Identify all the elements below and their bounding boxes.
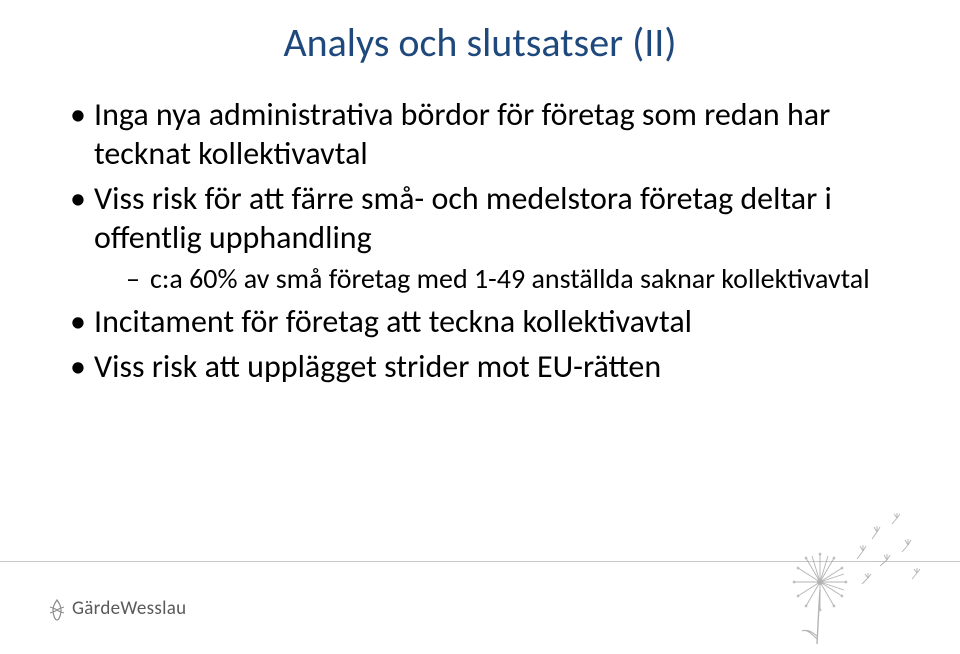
sub-bullet-list: c:a 60% av små företag med 1-49 anställd… (94, 261, 890, 296)
logo-text-primary: Gärde (72, 597, 120, 620)
logo-mark-icon (46, 598, 68, 622)
bullet-item: Inga nya administrativa bördor för föret… (70, 95, 890, 173)
bullet-item: Viss risk för att färre små- och medelst… (70, 179, 890, 296)
company-logo: GärdeWesslau (46, 597, 186, 622)
logo-text-secondary: Wesslau (120, 597, 186, 620)
bullet-text: Viss risk att upplägget strider mot EU-r… (94, 347, 661, 386)
bullet-text: Incitament för företag att teckna kollek… (94, 302, 692, 341)
bullet-list: Inga nya administrativa bördor för föret… (70, 95, 890, 386)
slide-title: Analys och slutsatser (II) (0, 18, 960, 67)
sub-bullet-text: c:a 60% av små företag med 1-49 anställd… (150, 261, 870, 296)
bullet-text: Inga nya administrativa bördor för föret… (94, 95, 830, 173)
bullet-item: Incitament för företag att teckna kollek… (70, 302, 890, 341)
slide-body: Inga nya administrativa bördor för föret… (70, 95, 890, 392)
dandelion-icon (762, 504, 932, 644)
logo-text: GärdeWesslau (72, 597, 186, 622)
slide: Analys och slutsatser (II) Inga nya admi… (0, 0, 960, 654)
bullet-item: Viss risk att upplägget strider mot EU-r… (70, 347, 890, 386)
sub-bullet-item: c:a 60% av små företag med 1-49 anställd… (126, 261, 890, 296)
bullet-text: Viss risk för att färre små- och medelst… (94, 179, 832, 257)
